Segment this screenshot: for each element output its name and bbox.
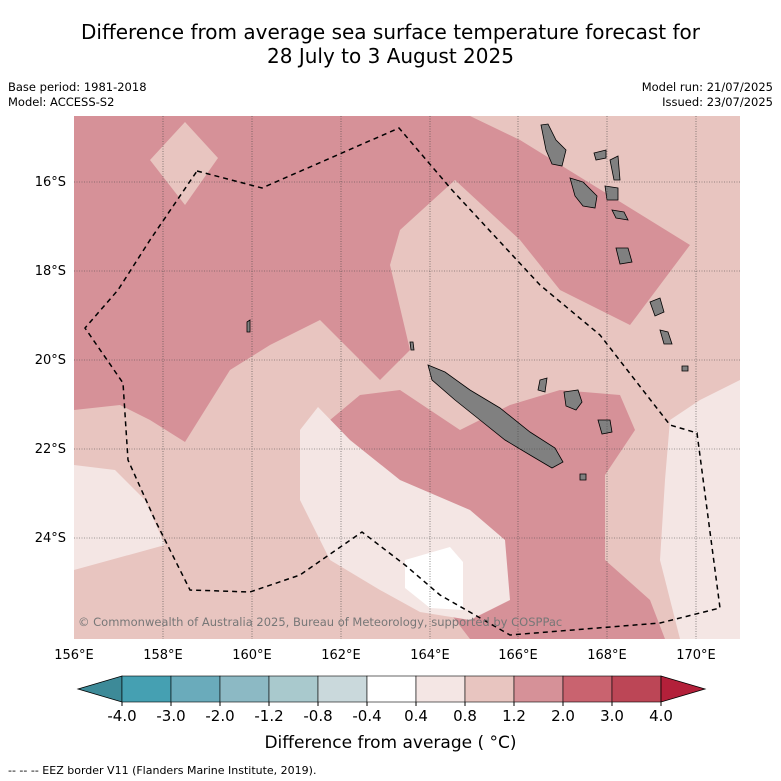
colorbar-title: Difference from average ( °C) bbox=[264, 733, 517, 753]
field-below-0.4-patch bbox=[405, 547, 463, 610]
efate-land bbox=[615, 247, 633, 265]
gridlines bbox=[74, 116, 740, 639]
espiritu-santo-land bbox=[540, 123, 567, 167]
meta-right: Model run: 21/07/2025 Issued: 23/07/2025 bbox=[642, 80, 773, 110]
colorbar-bin bbox=[121, 675, 172, 703]
map-title: Difference from average sea surface temp… bbox=[0, 20, 781, 68]
field-1.2-2.0-north bbox=[74, 116, 690, 442]
lat-label: 24°S bbox=[35, 531, 66, 546]
new-caledonia-land bbox=[427, 364, 564, 469]
epi-land bbox=[611, 209, 629, 221]
island-land bbox=[593, 149, 607, 161]
sst-anomaly-field bbox=[74, 116, 740, 639]
lon-label: 160°E bbox=[232, 648, 272, 663]
title-line-2: 28 July to 3 August 2025 bbox=[267, 44, 514, 68]
belep-land bbox=[409, 341, 415, 351]
chesterfield-land bbox=[246, 319, 251, 333]
colorbar-bin bbox=[611, 675, 662, 703]
colorbar-tick-label: -0.4 bbox=[352, 707, 381, 725]
lon-label: 168°E bbox=[587, 648, 627, 663]
lon-label: 156°E bbox=[54, 648, 94, 663]
colorbar-tick-label: 3.0 bbox=[600, 707, 624, 725]
colorbar-bin bbox=[464, 675, 515, 703]
title-line-1: Difference from average sea surface temp… bbox=[80, 20, 700, 44]
colorbar-bin bbox=[562, 675, 613, 703]
lon-label: 166°E bbox=[498, 648, 538, 663]
colorbar-bin bbox=[219, 675, 270, 703]
colorbar-bin bbox=[513, 675, 564, 703]
erromango-land bbox=[649, 297, 665, 317]
field-0.4-0.8-east bbox=[660, 380, 740, 639]
lifou-land bbox=[563, 389, 583, 411]
colorbar-tick-label: 0.4 bbox=[404, 707, 428, 725]
meta-left: Base period: 1981-2018 Model: ACCESS-S2 bbox=[8, 80, 147, 110]
colorbar-tick-label: -2.0 bbox=[205, 707, 234, 725]
copyright-text: © Commonwealth of Australia 2025, Bureau… bbox=[78, 615, 563, 629]
colorbar-bin bbox=[317, 675, 368, 703]
longitude-labels: 156°E 158°E 160°E 162°E 164°E 166°E 168°… bbox=[54, 648, 716, 663]
ambrym-land bbox=[604, 185, 619, 201]
colorbar-tick-label: -0.8 bbox=[303, 707, 332, 725]
colorbar-tick-label: 4.0 bbox=[649, 707, 673, 725]
colorbar-under-triangle bbox=[76, 675, 123, 703]
colorbar-bin bbox=[170, 675, 221, 703]
issued-text: Issued: 23/07/2025 bbox=[662, 95, 773, 109]
lat-label: 20°S bbox=[35, 353, 66, 368]
base-period-text: Base period: 1981-2018 bbox=[8, 80, 147, 94]
field-0.8-1.2-patch bbox=[150, 122, 218, 205]
tanna-land bbox=[659, 329, 673, 345]
latitude-labels: 16°S 18°S 20°S 22°S 24°S bbox=[35, 175, 66, 546]
model-text: Model: ACCESS-S2 bbox=[8, 95, 115, 109]
lon-label: 162°E bbox=[321, 648, 361, 663]
colorbar-bin bbox=[366, 675, 417, 703]
colorbar-bin bbox=[268, 675, 319, 703]
lat-label: 22°S bbox=[35, 442, 66, 457]
pentecost-land bbox=[609, 155, 621, 181]
small-island-land bbox=[681, 365, 689, 372]
lat-label: 18°S bbox=[35, 264, 66, 279]
model-run-text: Model run: 21/07/2025 bbox=[641, 80, 773, 94]
lon-label: 164°E bbox=[410, 648, 450, 663]
colorbar-over-triangle bbox=[660, 675, 707, 703]
eez-footnote: -- -- -- EEZ border V11 (Flanders Marine… bbox=[8, 764, 317, 777]
ouvea-land bbox=[537, 377, 548, 393]
colorbar-tick-label: 2.0 bbox=[551, 707, 575, 725]
colorbar-tick-label: -1.2 bbox=[254, 707, 283, 725]
colorbar-tick-label: -3.0 bbox=[156, 707, 185, 725]
land-masses bbox=[246, 123, 689, 481]
colorbar-tick-label: 1.2 bbox=[502, 707, 526, 725]
lon-label: 170°E bbox=[676, 648, 716, 663]
malekula-land bbox=[569, 177, 598, 209]
field-0.4-0.8-west bbox=[74, 465, 165, 570]
colorbar-tick-label: 0.8 bbox=[453, 707, 477, 725]
isle-of-pines-land bbox=[579, 473, 587, 481]
colorbar-tick-label: -4.0 bbox=[107, 707, 136, 725]
lat-label: 16°S bbox=[35, 175, 66, 190]
colorbar-bin bbox=[415, 675, 466, 703]
mare-land bbox=[597, 419, 613, 435]
eez-border bbox=[84, 127, 721, 636]
lon-label: 158°E bbox=[143, 648, 183, 663]
colorbar: -4.0 -3.0 -2.0 -1.2 -0.8 -0.4 0.4 0.8 1.2 2.0 3.0 4… bbox=[76, 675, 707, 725]
